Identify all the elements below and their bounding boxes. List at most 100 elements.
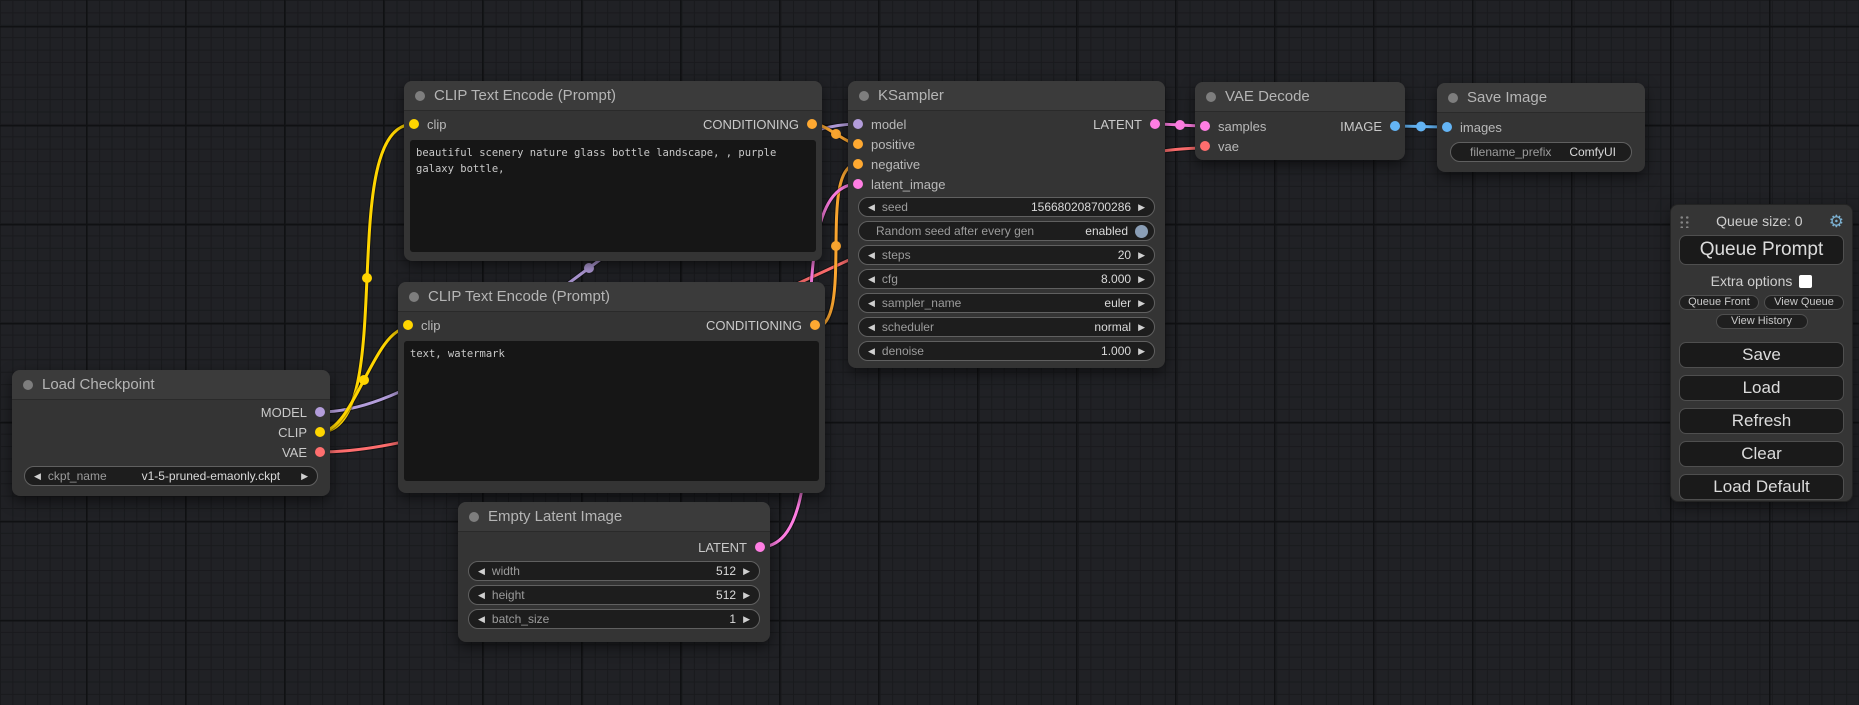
increment-arrow-icon[interactable]: ▶ [1138, 345, 1145, 356]
slot-dot-vae-output[interactable] [315, 447, 325, 457]
node-load-checkpoint[interactable]: Load Checkpoint MODEL CLIP VAE ◀ ckpt_na… [12, 370, 330, 496]
node-titlebar[interactable]: Empty Latent Image [458, 502, 770, 532]
ckpt-name-widget[interactable]: ◀ ckpt_name v1-5-pruned-emaonly.ckpt ▶ [24, 466, 318, 486]
link-midpoint-dot[interactable] [359, 375, 369, 385]
save-button[interactable]: Save [1679, 342, 1844, 368]
collapse-dot-icon[interactable] [469, 511, 479, 522]
height-widget[interactable]: ◀ height 512 ▶ [468, 585, 760, 605]
slot-dot-samples-input[interactable] [1200, 121, 1210, 131]
slot-dot-clip-input[interactable] [403, 320, 413, 330]
random-seed-toggle-widget[interactable]: Random seed after every gen enabled [858, 221, 1155, 241]
node-titlebar[interactable]: KSampler [848, 81, 1165, 111]
filename-prefix-widget[interactable]: filename_prefix ComfyUI [1450, 142, 1632, 162]
input-label-negative: negative [871, 156, 921, 172]
increment-arrow-icon[interactable]: ▶ [1138, 249, 1145, 260]
increment-arrow-icon[interactable]: ▶ [1138, 321, 1145, 332]
slot-dot-clip-output[interactable] [315, 427, 325, 437]
slot-dot-image-output[interactable] [1390, 121, 1400, 131]
drag-handle-icon[interactable] [1679, 214, 1690, 228]
slot-dot-images-input[interactable] [1442, 122, 1452, 132]
slot-dot-latent-output[interactable] [1150, 119, 1160, 129]
slot-dot-model-input[interactable] [853, 119, 863, 129]
widget-value: euler [1104, 296, 1132, 310]
decrement-arrow-icon[interactable]: ◀ [868, 297, 875, 308]
increment-arrow-icon[interactable]: ▶ [1138, 201, 1145, 212]
positive-prompt-textarea[interactable]: beautiful scenery nature glass bottle la… [410, 140, 816, 252]
node-empty-latent-image[interactable]: Empty Latent Image LATENT ◀ width 512 ▶ … [458, 502, 770, 642]
link-midpoint-dot[interactable] [1175, 120, 1185, 130]
load-default-button[interactable]: Load Default [1679, 474, 1844, 500]
decrement-arrow-icon[interactable]: ◀ [868, 201, 875, 212]
cfg-widget[interactable]: ◀ cfg 8.000 ▶ [858, 269, 1155, 289]
node-titlebar[interactable]: VAE Decode [1195, 82, 1405, 112]
collapse-dot-icon[interactable] [415, 90, 425, 101]
slot-dot-positive-input[interactable] [853, 139, 863, 149]
width-widget[interactable]: ◀ width 512 ▶ [468, 561, 760, 581]
node-clip-text-encode-negative[interactable]: CLIP Text Encode (Prompt) clip CONDITION… [398, 282, 825, 493]
increment-arrow-icon[interactable]: ▶ [743, 589, 750, 600]
collapse-dot-icon[interactable] [859, 90, 869, 101]
slot-dot-negative-input[interactable] [853, 159, 863, 169]
increment-arrow-icon[interactable]: ▶ [301, 470, 308, 481]
widget-value: 156680208700286 [1030, 200, 1132, 214]
increment-arrow-icon[interactable]: ▶ [1138, 297, 1145, 308]
node-vae-decode[interactable]: VAE Decode samples IMAGE vae [1195, 82, 1405, 160]
node-titlebar[interactable]: CLIP Text Encode (Prompt) [404, 81, 822, 111]
queue-prompt-button[interactable]: Queue Prompt [1679, 235, 1844, 265]
refresh-button[interactable]: Refresh [1679, 408, 1844, 434]
decrement-arrow-icon[interactable]: ◀ [478, 565, 485, 576]
collapse-dot-icon[interactable] [409, 291, 419, 302]
queue-front-button[interactable]: Queue Front [1679, 295, 1759, 310]
link-midpoint-dot[interactable] [831, 241, 841, 252]
decrement-arrow-icon[interactable]: ◀ [868, 273, 875, 284]
decrement-arrow-icon[interactable]: ◀ [34, 470, 41, 481]
decrement-arrow-icon[interactable]: ◀ [478, 589, 485, 600]
decrement-arrow-icon[interactable]: ◀ [868, 345, 875, 356]
widget-label: Random seed after every gen [876, 224, 1035, 238]
scheduler-widget[interactable]: ◀ scheduler normal ▶ [858, 317, 1155, 337]
slot-dot-model-output[interactable] [315, 407, 325, 417]
input-label-clip: clip [421, 317, 441, 333]
decrement-arrow-icon[interactable]: ◀ [478, 613, 485, 624]
node-save-image[interactable]: Save Image images filename_prefix ComfyU… [1437, 83, 1645, 172]
node-titlebar[interactable]: Save Image [1437, 83, 1645, 113]
negative-prompt-textarea[interactable]: text, watermark [404, 341, 819, 481]
collapse-dot-icon[interactable] [1448, 92, 1458, 103]
increment-arrow-icon[interactable]: ▶ [743, 565, 750, 576]
node-titlebar[interactable]: CLIP Text Encode (Prompt) [398, 282, 825, 312]
link-midpoint-dot[interactable] [583, 263, 594, 274]
slot-dot-conditioning-output[interactable] [807, 119, 817, 129]
slot-dot-conditioning-output[interactable] [810, 320, 820, 330]
decrement-arrow-icon[interactable]: ◀ [868, 249, 875, 260]
link-midpoint-dot[interactable] [362, 272, 372, 283]
node-clip-text-encode-positive[interactable]: CLIP Text Encode (Prompt) clip CONDITION… [404, 81, 822, 261]
clear-button[interactable]: Clear [1679, 441, 1844, 467]
seed-widget[interactable]: ◀ seed 156680208700286 ▶ [858, 197, 1155, 217]
slot-dot-latent-output[interactable] [755, 542, 765, 552]
collapse-dot-icon[interactable] [1206, 91, 1216, 102]
collapse-dot-icon[interactable] [23, 379, 33, 390]
node-ksampler[interactable]: KSampler model LATENT positive negative … [848, 81, 1165, 368]
widget-label: batch_size [491, 612, 550, 626]
slot-dot-clip-input[interactable] [409, 119, 419, 129]
toggle-knob-icon[interactable] [1135, 224, 1148, 238]
steps-widget[interactable]: ◀ steps 20 ▶ [858, 245, 1155, 265]
view-history-button[interactable]: View History [1715, 314, 1808, 329]
slot-dot-latent-image-input[interactable] [853, 179, 863, 189]
link-midpoint-dot[interactable] [831, 129, 841, 139]
increment-arrow-icon[interactable]: ▶ [1138, 273, 1145, 284]
node-title: CLIP Text Encode (Prompt) [428, 288, 611, 305]
gear-icon[interactable]: ⚙ [1828, 211, 1844, 231]
increment-arrow-icon[interactable]: ▶ [743, 613, 750, 624]
load-button[interactable]: Load [1679, 375, 1844, 401]
decrement-arrow-icon[interactable]: ◀ [868, 321, 875, 332]
extra-options-checkbox[interactable] [1799, 274, 1813, 288]
link-midpoint-dot[interactable] [1416, 121, 1426, 132]
slot-dot-vae-input[interactable] [1200, 141, 1210, 151]
sampler-name-widget[interactable]: ◀ sampler_name euler ▶ [858, 293, 1155, 313]
denoise-widget[interactable]: ◀ denoise 1.000 ▶ [858, 341, 1155, 361]
view-queue-button[interactable]: View Queue [1764, 295, 1844, 310]
node-titlebar[interactable]: Load Checkpoint [12, 370, 330, 400]
batch-size-widget[interactable]: ◀ batch_size 1 ▶ [468, 609, 760, 629]
